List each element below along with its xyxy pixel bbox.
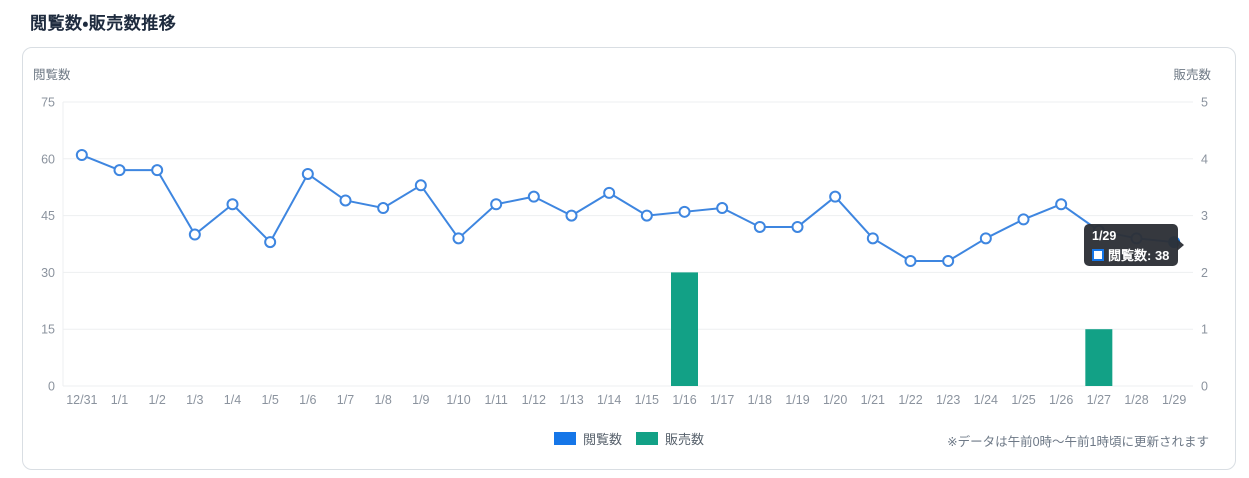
views-point[interactable] [1055,198,1068,211]
views-point[interactable] [452,232,465,245]
x-axis-tick-label: 1/10 [446,393,470,407]
x-axis-tick-label: 1/16 [672,393,696,407]
right-axis-tick-label: 4 [1201,152,1208,166]
views-point[interactable] [753,220,766,233]
x-axis-tick-label: 1/21 [861,393,885,407]
sales-bar[interactable] [671,272,698,386]
x-axis-tick-label: 1/27 [1087,393,1111,407]
right-axis-title: 販売数 [1173,67,1211,82]
views-point[interactable] [678,205,691,218]
x-axis-tick-label: 1/6 [299,393,316,407]
x-axis-tick-label: 1/29 [1162,393,1186,407]
views-point[interactable] [716,202,729,215]
tooltip-row: 閲覧数: 38 [1092,245,1169,264]
x-axis-tick-label: 1/26 [1049,393,1073,407]
x-axis-tick-label: 1/5 [261,393,278,407]
views-point[interactable] [301,167,314,180]
left-axis-tick-label: 15 [41,323,55,337]
x-axis-tick-label: 1/28 [1124,393,1148,407]
views-point[interactable] [829,190,842,203]
views-legend-swatch-icon [553,432,576,445]
x-axis-tick-label: 1/8 [374,393,391,407]
right-axis-tick-label: 5 [1201,96,1208,110]
tooltip-date: 1/29 [1092,229,1117,243]
x-axis-tick-label: 1/17 [710,393,734,407]
right-axis-tick-label: 0 [1201,380,1208,394]
x-axis-tick-label: 1/15 [635,393,659,407]
views-point[interactable] [113,164,126,177]
right-axis-tick-label: 2 [1201,266,1208,280]
views-point[interactable] [527,190,540,203]
tooltip-series-marker-icon [1092,248,1104,261]
views-point[interactable] [904,255,917,268]
right-axis-tick-label: 1 [1201,323,1208,337]
left-axis-tick-label: 60 [41,152,55,166]
views-point[interactable] [414,179,427,192]
left-axis-tick-label: 0 [48,380,55,394]
chart-legend: 閲覧数 販売数 [23,429,1235,448]
x-axis-tick-label: 1/9 [412,393,429,407]
x-axis-tick-label: 1/25 [1011,393,1035,407]
views-point[interactable] [866,232,879,245]
views-point[interactable] [264,236,277,249]
data-update-note: ※データは午前0時～午前1時頃に更新されます [947,435,1209,449]
right-axis-tick-label: 3 [1201,209,1208,223]
sales-bar[interactable] [1085,329,1113,386]
left-axis-tick-label: 45 [41,209,55,223]
views-legend-label: 閲覧数 [582,432,622,447]
legend-item-views[interactable]: 閲覧数 [553,429,622,448]
x-axis-tick-label: 1/7 [337,393,354,407]
views-point[interactable] [565,209,578,222]
left-axis-tick-label: 75 [41,96,55,110]
x-axis-tick-label: 1/13 [559,393,583,407]
views-point[interactable] [490,198,503,211]
x-axis-tick-label: 1/24 [974,393,998,407]
left-axis-title: 閲覧数 [33,67,71,82]
views-point[interactable] [791,220,804,233]
tooltip-value: 閲覧数: 38 [1108,248,1170,263]
views-point[interactable] [339,194,352,207]
x-axis-tick-label: 1/3 [186,393,203,407]
chart-canvas[interactable]: 0 0 15 1 30 2 45 3 60 4 75 5 閲覧数 販売数 12/31 1/1 1/2 1/3 1/4… [23,48,1237,420]
chart-card: 0 0 15 1 30 2 45 3 60 4 75 5 閲覧数 販売数 12/31 1/1 1/2 1/3 1/4… [22,47,1236,470]
x-axis-tick-label: 1/11 [484,393,507,407]
views-point[interactable] [1017,213,1030,226]
x-axis-tick-label: 1/23 [936,393,960,407]
views-point[interactable] [942,255,955,268]
page-header: 閲覧数・販売数推移 [0,0,1249,47]
chart-footer: 閲覧数 販売数 ※データは午前0時～午前1時頃に更新されます [23,426,1235,452]
sales-legend-swatch-icon [636,432,658,445]
x-axis-tick-label: 1/14 [597,393,621,407]
views-point[interactable] [226,198,239,211]
views-line [81,154,1175,263]
views-point[interactable] [377,202,390,215]
views-point[interactable] [188,228,201,241]
x-axis-tick-label: 1/18 [748,393,772,407]
x-axis-tick-label: 1/2 [148,393,165,407]
views-point[interactable] [75,149,88,162]
views-point[interactable] [151,164,164,177]
page-title: 閲覧数・販売数推移 [30,14,177,33]
x-axis-tick-label: 1/1 [111,393,128,407]
x-axis-tick-label: 1/12 [522,393,546,407]
legend-item-sales[interactable]: 販売数 [636,429,704,448]
x-axis-tick-label: 1/20 [823,393,847,407]
sales-legend-label: 販売数 [665,432,705,447]
x-axis-tick-label: 1/19 [785,393,809,407]
left-axis-tick-label: 30 [41,266,55,280]
views-point[interactable] [603,186,616,199]
chart-tooltip: 1/29 閲覧数: 38 [1084,224,1185,266]
x-axis-tick-label: 1/4 [224,393,241,407]
views-point[interactable] [979,232,992,245]
x-axis-tick-label: 1/22 [898,393,922,407]
views-point[interactable] [640,209,653,222]
x-axis-tick-label: 12/31 [66,393,97,407]
